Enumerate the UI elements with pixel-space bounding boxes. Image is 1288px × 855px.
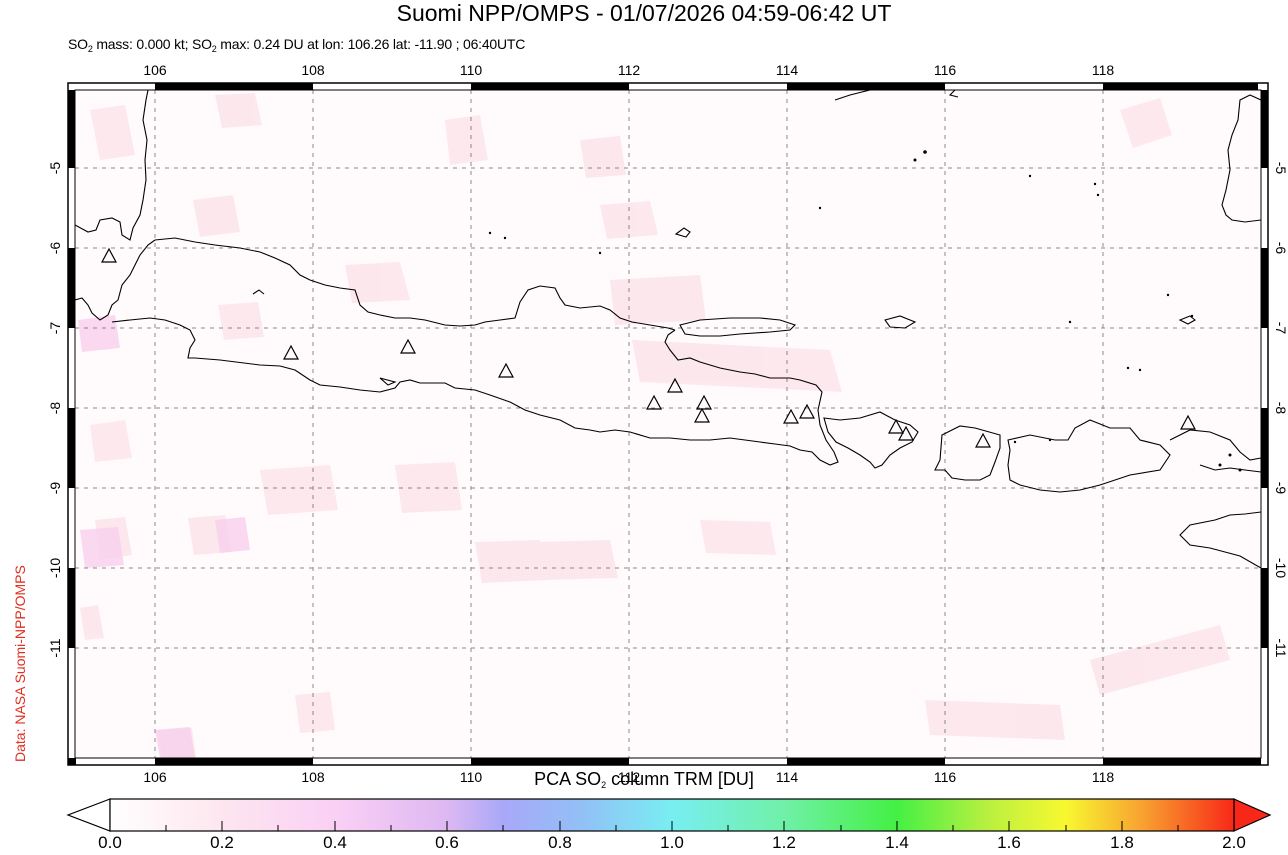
colorbar-title-part: PCA SO xyxy=(534,769,602,789)
lon-tick-label: 118 xyxy=(1091,769,1115,785)
colorbar-label: 0.0 xyxy=(98,833,122,852)
lon-tick-label: 108 xyxy=(301,62,325,78)
so2-pixels xyxy=(75,90,1261,758)
lon-tick-label: 106 xyxy=(143,769,167,785)
colorbar-title-part: column TRM [DU] xyxy=(606,769,754,789)
lon-tick-label: 108 xyxy=(301,769,325,785)
triangle-icon xyxy=(1179,414,1197,430)
lon-tick-label: 112 xyxy=(617,62,641,78)
triangle-icon xyxy=(695,394,713,410)
lat-tick-label: -7 xyxy=(1273,321,1288,335)
triangle-icon xyxy=(974,432,992,448)
triangle-icon xyxy=(399,338,417,354)
triangle-icon xyxy=(282,344,300,360)
lon-tick-label: 118 xyxy=(1091,62,1115,78)
map-title: Suomi NPP/OMPS - 01/07/2026 04:59-06:42 … xyxy=(396,0,892,26)
colorbar-label: 1.8 xyxy=(1110,833,1134,852)
colorbar-label: 1.6 xyxy=(997,833,1021,852)
lat-tick-label: -5 xyxy=(1273,161,1288,175)
subtitle-sub: 2 xyxy=(211,44,217,54)
triangle-icon xyxy=(798,403,816,419)
triangle-icon xyxy=(666,377,684,393)
lon-tick-label: 114 xyxy=(775,62,799,78)
triangle-icon xyxy=(645,394,663,410)
subtitle-part: SO xyxy=(68,36,88,52)
lon-tick-label: 110 xyxy=(459,769,483,785)
colorbar-title: PCA SO2 column TRM [DU] xyxy=(0,768,1288,796)
lat-tick-label: -10 xyxy=(47,557,63,579)
map-subtitle: SO2 mass: 0.000 kt; SO2 max: 0.24 DU at … xyxy=(68,35,525,58)
map-frame xyxy=(67,82,1269,766)
lat-tick-label: -9 xyxy=(1273,481,1288,495)
colorbar-label: 1.2 xyxy=(772,833,796,852)
subtitle-part: mass: 0.000 kt; SO xyxy=(92,36,212,52)
lat-tick-label: -11 xyxy=(47,638,63,658)
lat-tick-label: -11 xyxy=(1273,638,1288,658)
lon-tick-label: 106 xyxy=(143,62,167,78)
subtitle-sub: 2 xyxy=(87,44,93,54)
lon-tick-label: 116 xyxy=(933,769,957,785)
volcano-markers xyxy=(100,247,1197,448)
lat-tick-label: -9 xyxy=(47,481,63,495)
graticule xyxy=(75,90,1261,758)
colorbar-label: 0.2 xyxy=(210,833,234,852)
triangle-icon xyxy=(897,425,915,441)
coastlines xyxy=(75,90,1261,569)
lat-tick-label: -6 xyxy=(47,241,63,255)
lon-tick-label: 116 xyxy=(933,62,957,78)
colorbar-label: 0.8 xyxy=(548,833,572,852)
lat-tick-label: -7 xyxy=(47,321,63,335)
subtitle-part: max: 0.24 DU at lon: 106.26 lat: -11.90 … xyxy=(216,36,526,52)
colorbar-label: 1.4 xyxy=(885,833,909,852)
lon-tick-label: 114 xyxy=(775,769,799,785)
triangle-icon xyxy=(497,362,515,378)
colorbar-label: 2.0 xyxy=(1222,833,1246,852)
lon-tick-label: 110 xyxy=(459,62,483,78)
lat-tick-label: -10 xyxy=(1273,557,1288,579)
triangle-icon xyxy=(887,418,905,434)
colorbar-title-sub: 2 xyxy=(601,780,607,790)
lat-tick-label: -8 xyxy=(47,401,63,415)
colorbar-label: 0.4 xyxy=(323,833,347,852)
lat-tick-label: -8 xyxy=(1273,401,1288,415)
lat-tick-label: -5 xyxy=(47,161,63,175)
colorbar-label: 1.0 xyxy=(660,833,684,852)
triangle-icon xyxy=(782,408,800,424)
lon-tick-label: 112 xyxy=(617,769,641,785)
lat-tick-label: -6 xyxy=(1273,241,1288,255)
triangle-icon xyxy=(100,247,118,263)
triangle-icon xyxy=(693,407,711,423)
colorbar-label: 0.6 xyxy=(435,833,459,852)
